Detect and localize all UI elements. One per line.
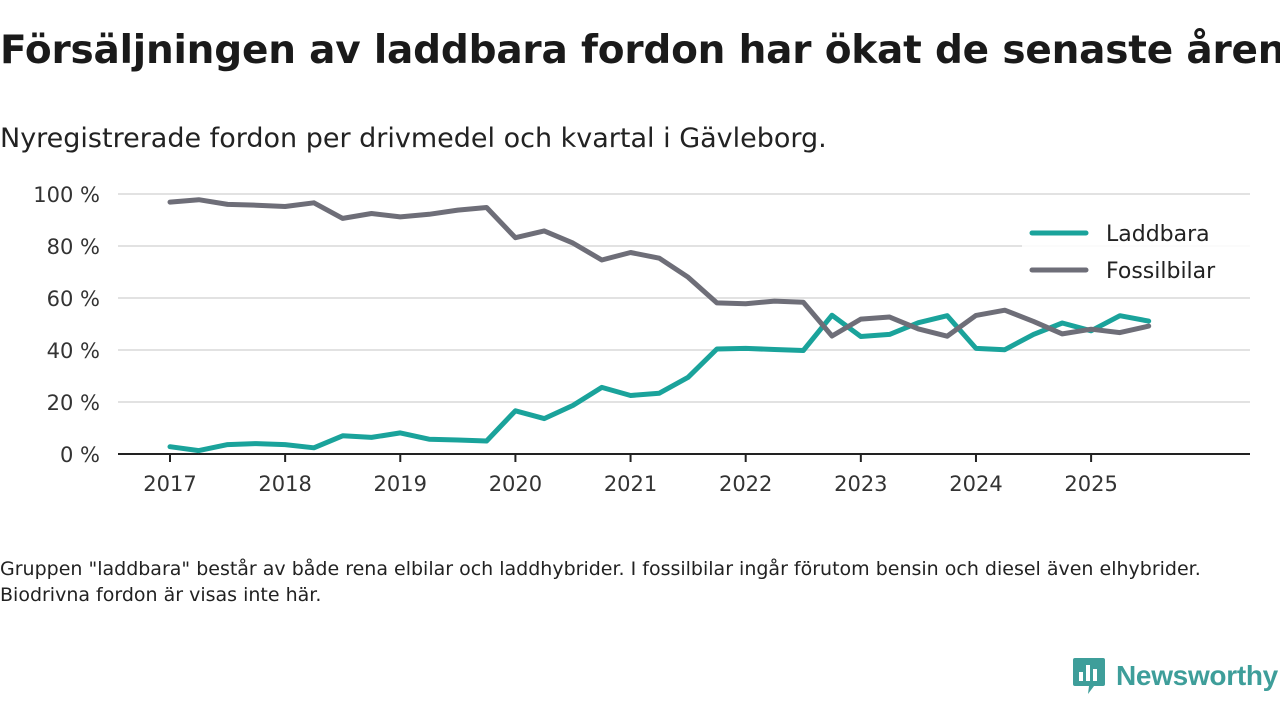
series-line-laddbara xyxy=(167,312,1152,454)
legend-label-laddbara: Laddbara xyxy=(1106,222,1210,247)
x-tick-label: 2021 xyxy=(604,472,657,496)
legend-background xyxy=(1022,212,1250,292)
x-tick-label: 2020 xyxy=(489,472,542,496)
y-axis-tick-labels: 0 % 20 % 40 % 60 % 80 % 100 % xyxy=(33,183,100,467)
x-tick-label: 2019 xyxy=(374,472,427,496)
x-tick-label: 2025 xyxy=(1064,472,1117,496)
x-tick-label: 2018 xyxy=(258,472,311,496)
brand-name: Newsworthy xyxy=(1116,660,1278,691)
chart-subtitle: Nyregistrerade fordon per drivmedel och … xyxy=(0,123,827,154)
chart-title: Försäljningen av laddbara fordon har öka… xyxy=(0,28,1280,73)
x-tick-label: 2024 xyxy=(949,472,1002,496)
x-tick-label: 2022 xyxy=(719,472,772,496)
y-tick-label: 40 % xyxy=(47,339,100,363)
y-tick-label: 20 % xyxy=(47,391,100,415)
newsworthy-brand[interactable]: Newsworthy xyxy=(1072,656,1278,696)
legend: Laddbara Fossilbilar xyxy=(1022,212,1250,292)
series-lines xyxy=(167,197,1152,454)
x-axis: 2017 2018 2019 2020 2021 2022 2023 2024 2025 xyxy=(118,453,1250,496)
line-chart: 0 % 20 % 40 % 60 % 80 % 100 % 2017 2018 2019 202… xyxy=(33,183,1250,496)
newsworthy-logo-icon xyxy=(1073,658,1105,694)
footnote: Gruppen "laddbara" består av både rena e… xyxy=(0,558,1201,606)
y-tick-label: 100 % xyxy=(33,183,100,207)
series-line-fossilbilar xyxy=(167,197,1152,339)
y-tick-label: 80 % xyxy=(47,235,100,259)
y-tick-label: 0 % xyxy=(60,443,100,467)
x-tick-label: 2017 xyxy=(143,472,196,496)
x-tick-label: 2023 xyxy=(834,472,887,496)
y-tick-label: 60 % xyxy=(47,287,100,311)
legend-label-fossilbilar: Fossilbilar xyxy=(1106,259,1216,284)
